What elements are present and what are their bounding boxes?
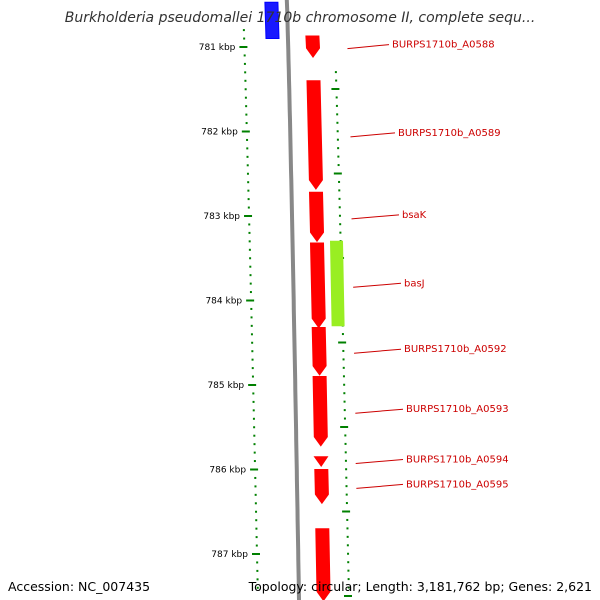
forward-cds-arrow[interactable] bbox=[315, 528, 331, 600]
forward-cds-arrow[interactable] bbox=[313, 456, 329, 467]
forward-cds-arrow[interactable] bbox=[312, 376, 328, 447]
label-leader-line bbox=[354, 348, 402, 354]
label-leader-line bbox=[350, 132, 396, 138]
gene-label[interactable]: BURPS1710b_A0588 bbox=[392, 40, 495, 51]
forward-cds-arrow[interactable] bbox=[308, 191, 325, 243]
tick-label: 787 kbp bbox=[211, 550, 248, 560]
map-title: Burkholderia pseudomallei 1710b chromoso… bbox=[64, 10, 536, 26]
gene-label[interactable]: BURPS1710b_A0595 bbox=[406, 479, 509, 490]
feature-labels: BURPS1710b_A0588 BURPS1710b_A0589 bsaK basJ… bbox=[347, 40, 509, 490]
forward-cds-arrow[interactable] bbox=[305, 35, 321, 58]
label-leader-line bbox=[355, 458, 404, 464]
tick-label: 782 kbp bbox=[201, 128, 238, 138]
tick-label: 781 kbp bbox=[199, 43, 236, 53]
inner-tick-ring bbox=[331, 71, 352, 597]
label-leader-line bbox=[353, 282, 402, 288]
label-leader-line bbox=[356, 483, 404, 489]
gene-label[interactable]: BURPS1710b_A0592 bbox=[404, 344, 507, 355]
gene-label[interactable]: BURPS1710b_A0593 bbox=[406, 404, 509, 415]
accession-text: Accession: NC_007435 bbox=[8, 579, 151, 594]
tick-label: 783 kbp bbox=[203, 212, 240, 222]
outer-tick-ring: 781 kbp 782 kbp 783 kbp 784 kbp 785 kbp 786 k… bbox=[199, 29, 260, 589]
forward-cds-arrow[interactable] bbox=[311, 327, 327, 376]
label-leader-line bbox=[347, 44, 390, 50]
sequence-stats-text: Topology: circular; Length: 3,181,762 bp… bbox=[248, 579, 592, 594]
forward-cds-arrow[interactable] bbox=[306, 80, 323, 190]
gene-label[interactable]: BURPS1710b_A0594 bbox=[406, 454, 509, 465]
gene-label[interactable]: bsaK bbox=[402, 210, 427, 221]
chromosome-backbone bbox=[284, 0, 302, 600]
forward-cds-arrow[interactable] bbox=[314, 469, 329, 505]
gene-label[interactable]: basJ bbox=[404, 278, 425, 289]
tick-label: 786 kbp bbox=[209, 466, 246, 476]
label-leader-line bbox=[351, 214, 400, 220]
label-leader-line bbox=[355, 408, 404, 414]
tick-label: 785 kbp bbox=[207, 381, 244, 391]
forward-cds-arrow[interactable] bbox=[309, 242, 326, 329]
feature-block[interactable] bbox=[264, 1, 280, 39]
tick-label: 784 kbp bbox=[205, 297, 242, 307]
gene-label[interactable]: BURPS1710b_A0589 bbox=[398, 128, 501, 139]
feature-track bbox=[264, 1, 345, 600]
reverse-cds-arrow[interactable] bbox=[329, 240, 345, 327]
